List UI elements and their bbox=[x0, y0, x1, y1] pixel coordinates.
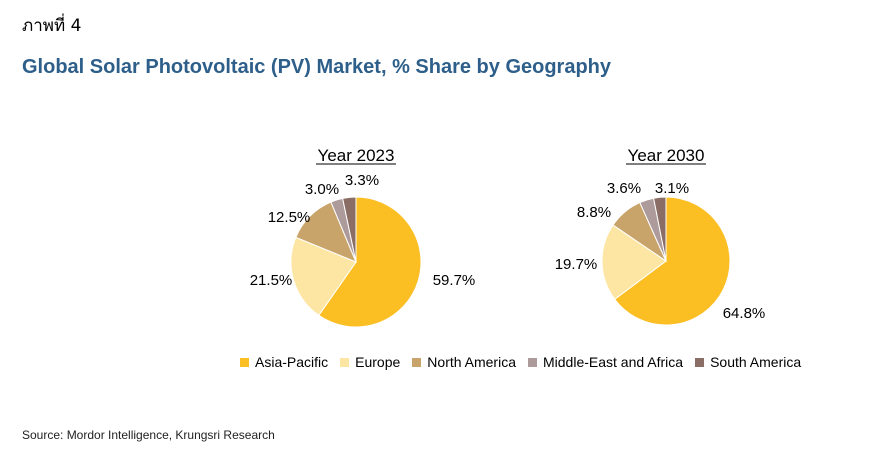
legend-label-europe: Europe bbox=[355, 354, 401, 370]
slice-label-north-america-2023: 12.5% bbox=[268, 209, 311, 226]
legend-item-middle-east-africa: Middle-East and Africa bbox=[528, 354, 683, 370]
slice-label-europe-2023: 21.5% bbox=[250, 272, 293, 289]
chart-title: Global Solar Photovoltaic (PV) Market, %… bbox=[22, 56, 612, 78]
source-note: Source: Mordor Intelligence, Krungsri Re… bbox=[22, 428, 275, 442]
pie-slice-europe-2023 bbox=[290, 236, 357, 316]
pie-slice-south-america-2030 bbox=[653, 196, 667, 262]
legend-swatch-asia-pacific bbox=[240, 357, 249, 367]
figure-label: ภาพที่ 4 bbox=[22, 16, 82, 36]
pie-slice-europe-2030 bbox=[601, 224, 667, 300]
legend-label-south-america: South America bbox=[710, 354, 802, 370]
pie-slice-asia-pacific-2023 bbox=[318, 196, 422, 328]
legend-swatch-europe bbox=[340, 357, 350, 367]
legend-item-south-america: South America bbox=[695, 354, 801, 370]
slice-label-asia-pacific-2023: 59.7% bbox=[433, 272, 476, 289]
pie-chart-2023: Year 2023 59.7% 21.5% 12.5% 3.0% 3.3% bbox=[250, 146, 476, 328]
pie-title-2030: Year 2030 bbox=[628, 146, 705, 165]
slice-label-south-america-2023: 3.3% bbox=[345, 172, 379, 189]
legend-item-north-america: North America bbox=[412, 354, 516, 370]
slice-label-middle-east-africa-2023: 3.0% bbox=[305, 181, 339, 198]
legend-label-asia-pacific: Asia-Pacific bbox=[255, 354, 329, 370]
slice-label-north-america-2030: 8.8% bbox=[577, 204, 611, 221]
slice-label-south-america-2030: 3.1% bbox=[655, 180, 689, 197]
legend-item-asia-pacific: Asia-Pacific bbox=[240, 354, 328, 370]
legend-label-middle-east-africa: Middle-East and Africa bbox=[543, 354, 684, 370]
legend-item-europe: Europe bbox=[340, 354, 400, 370]
legend-swatch-south-america bbox=[695, 357, 705, 367]
pie-slices-2023 bbox=[290, 196, 422, 328]
slice-label-asia-pacific-2030: 64.8% bbox=[723, 305, 766, 322]
pie-chart-2030: Year 2030 64.8% 19.7% 8.8% 3.6% 3.1% bbox=[555, 146, 766, 326]
legend-swatch-middle-east-africa bbox=[528, 357, 537, 367]
pie-title-2023: Year 2023 bbox=[318, 146, 395, 165]
pie-slice-asia-pacific-2030 bbox=[613, 196, 731, 326]
slice-label-middle-east-africa-2030: 3.6% bbox=[607, 180, 641, 197]
pie-slice-south-america-2023 bbox=[342, 196, 357, 263]
pie-slices-2030 bbox=[601, 196, 731, 326]
slice-label-europe-2030: 19.7% bbox=[555, 256, 598, 273]
legend-label-north-america: North America bbox=[427, 354, 516, 370]
legend-swatch-north-america bbox=[412, 357, 422, 367]
chart-legend: Asia-Pacific Europe North America Middle… bbox=[240, 354, 813, 370]
